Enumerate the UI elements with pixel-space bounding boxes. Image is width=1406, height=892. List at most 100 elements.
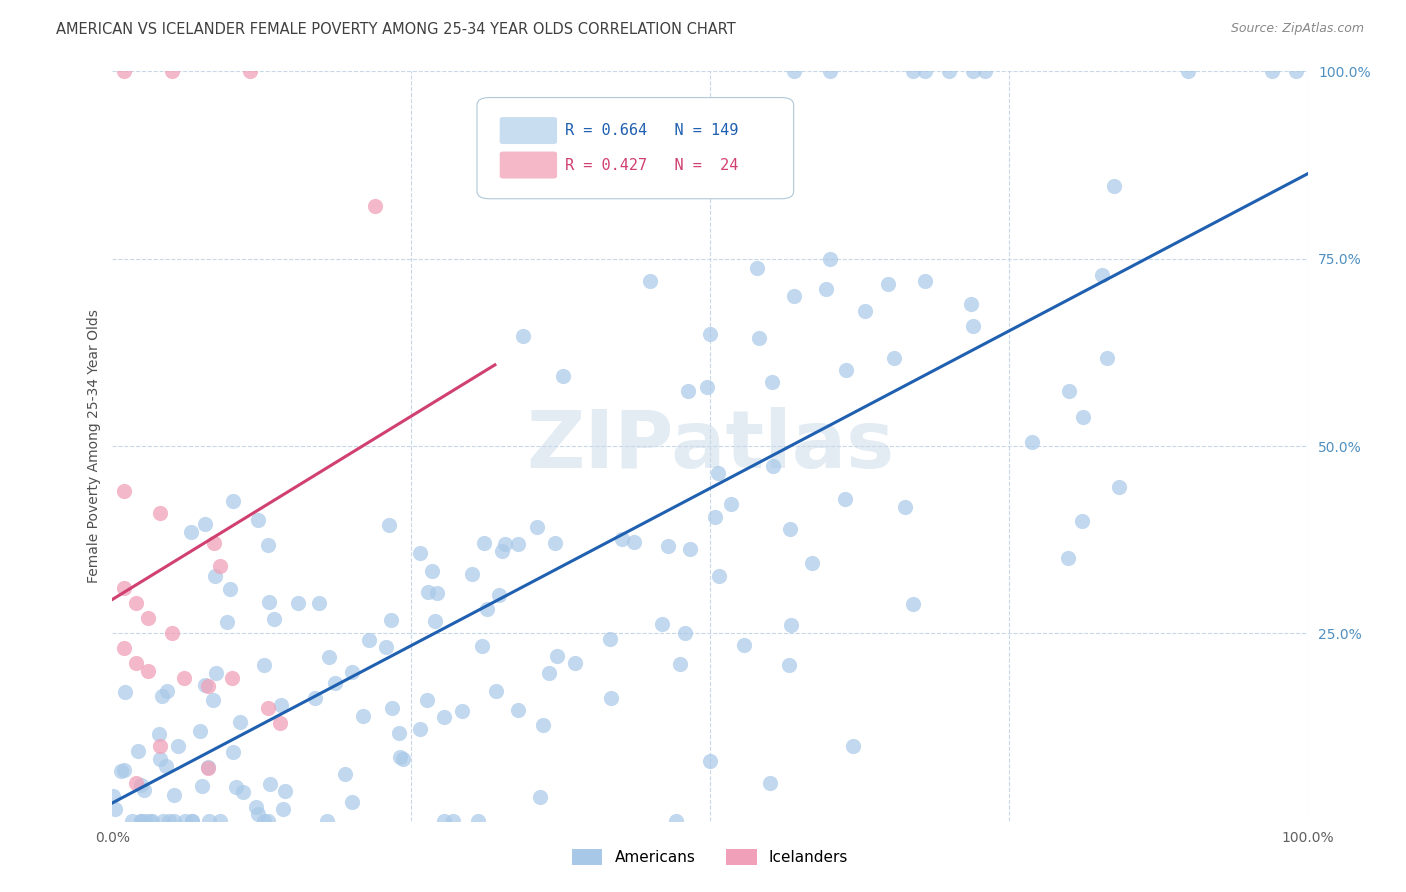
Point: [125, 657, 148, 671]
Point: [1021, 434, 1043, 449]
Point: [544, 536, 567, 550]
Point: [318, 650, 340, 665]
Point: [914, 274, 936, 288]
Point: [198, 814, 221, 828]
Point: [181, 814, 204, 828]
Point: [546, 649, 568, 664]
Point: [696, 380, 718, 394]
Point: [219, 582, 242, 597]
Point: [340, 665, 363, 679]
Point: [506, 703, 529, 717]
Point: [229, 715, 252, 730]
Point: [257, 538, 280, 552]
Point: [467, 814, 489, 828]
Point: [287, 596, 309, 610]
Point: [1102, 179, 1125, 194]
Point: [529, 789, 551, 804]
Point: [246, 512, 269, 526]
Point: [962, 64, 984, 78]
Point: [599, 632, 621, 647]
Legend: Americans, Icelanders: Americans, Icelanders: [572, 849, 848, 865]
Point: [225, 780, 247, 795]
Point: [257, 701, 280, 715]
FancyBboxPatch shape: [477, 97, 794, 199]
Point: [239, 64, 262, 78]
Point: [389, 750, 412, 764]
Point: [494, 537, 516, 551]
Point: [451, 704, 474, 718]
Point: [173, 671, 195, 685]
Point: [834, 363, 856, 377]
Point: [149, 507, 172, 521]
Point: [269, 716, 291, 731]
Point: [1285, 64, 1308, 78]
Point: [159, 814, 181, 828]
Point: [678, 384, 700, 398]
Point: [125, 776, 148, 790]
Point: [800, 556, 823, 570]
Point: [709, 569, 731, 583]
Point: [191, 779, 214, 793]
Point: [232, 785, 254, 799]
Point: [551, 369, 574, 384]
Point: [364, 199, 387, 213]
Point: [380, 701, 402, 715]
Point: [883, 351, 905, 365]
Point: [782, 64, 804, 78]
Point: [1071, 409, 1094, 424]
Point: [323, 676, 346, 690]
Point: [1091, 268, 1114, 282]
Point: [270, 698, 292, 712]
Point: [259, 776, 281, 790]
Point: [600, 690, 623, 705]
Point: [215, 615, 238, 630]
Point: [903, 64, 925, 78]
Point: [472, 536, 495, 550]
Point: [149, 752, 172, 766]
Point: [779, 522, 801, 536]
Point: [259, 595, 281, 609]
Text: ZIPatlas: ZIPatlas: [526, 407, 894, 485]
Point: [247, 807, 270, 822]
Point: [416, 585, 439, 599]
Point: [673, 626, 696, 640]
Point: [114, 64, 135, 78]
Point: [129, 814, 152, 828]
Point: [202, 536, 225, 550]
Point: [876, 277, 898, 292]
Point: [125, 596, 148, 610]
Text: Source: ZipAtlas.com: Source: ZipAtlas.com: [1230, 22, 1364, 36]
Point: [333, 767, 356, 781]
Text: R = 0.664   N = 149: R = 0.664 N = 149: [565, 123, 738, 138]
Text: R = 0.427   N =  24: R = 0.427 N = 24: [565, 158, 738, 172]
Point: [470, 639, 492, 653]
Point: [1097, 351, 1119, 365]
Point: [308, 597, 330, 611]
Point: [564, 656, 586, 670]
Point: [316, 814, 339, 828]
Point: [778, 658, 800, 673]
Point: [152, 814, 174, 828]
Point: [460, 567, 482, 582]
Point: [745, 261, 768, 276]
Point: [1056, 550, 1078, 565]
Point: [416, 693, 439, 707]
Point: [273, 802, 295, 816]
Point: [162, 626, 183, 640]
Point: [138, 611, 160, 625]
Point: [129, 778, 152, 792]
Point: [538, 665, 561, 680]
Point: [699, 326, 721, 341]
Point: [707, 467, 730, 481]
Point: [409, 722, 432, 736]
Point: [815, 282, 838, 296]
Point: [209, 558, 232, 573]
Point: [141, 814, 163, 828]
Point: [391, 752, 413, 766]
Point: [380, 613, 402, 627]
Point: [352, 709, 374, 723]
Point: [222, 745, 245, 759]
Point: [962, 319, 984, 334]
Point: [491, 544, 513, 558]
Point: [245, 800, 267, 814]
